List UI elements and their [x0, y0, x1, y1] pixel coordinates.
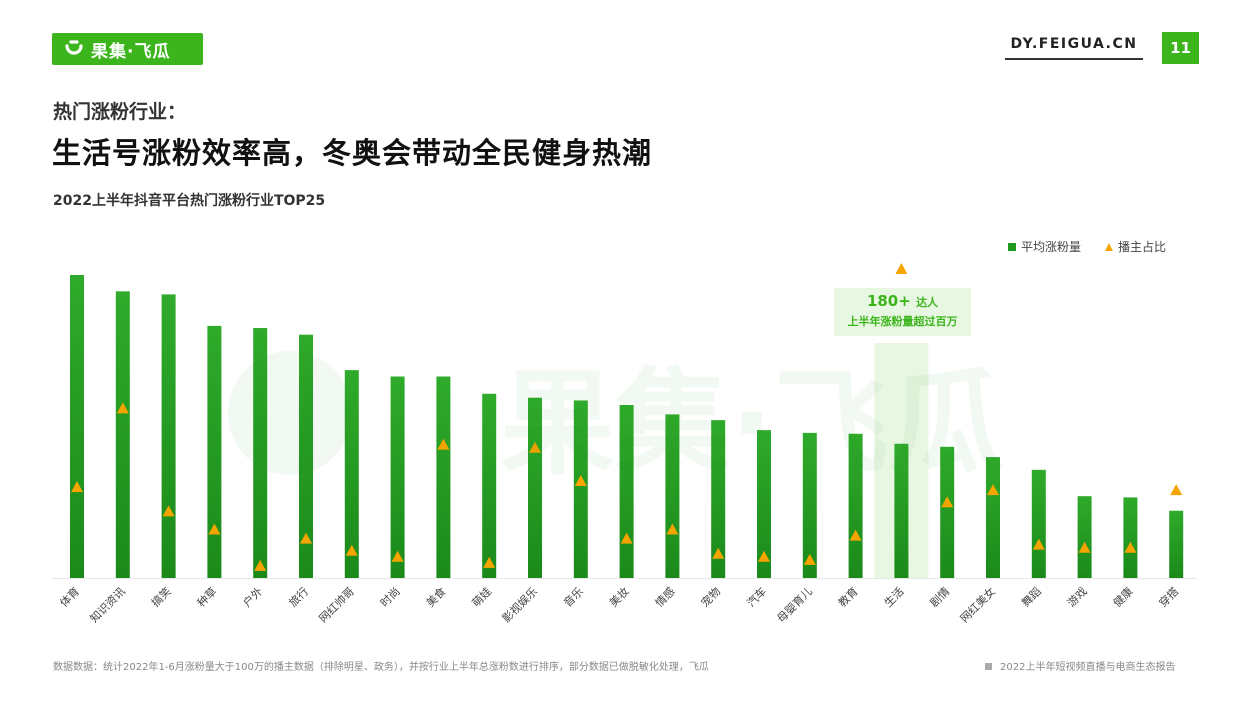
logo-mark-icon [65, 40, 83, 55]
x-tick-label: 网红帅哥 [317, 585, 357, 625]
marker-生活[interactable] [895, 262, 908, 274]
bar-影视娱乐[interactable] [528, 397, 542, 578]
marker-美食[interactable] [437, 438, 450, 450]
x-tick-label: 舞蹈 [1019, 585, 1044, 610]
x-tick-label: 教育 [835, 584, 860, 609]
bar-萌娃[interactable] [482, 393, 497, 578]
callout-unit: 达人 [916, 296, 939, 309]
bar-网红帅哥[interactable] [344, 370, 359, 578]
marker-穿搭[interactable] [1170, 484, 1183, 496]
x-tick-label: 生活 [881, 584, 906, 609]
bar-美妆[interactable] [619, 404, 634, 578]
bar-美食[interactable] [436, 376, 451, 578]
legend-marker-label: 播主占比 [1118, 240, 1167, 254]
marker-影视娱乐[interactable] [529, 441, 541, 453]
x-tick-label: 时尚 [377, 584, 402, 609]
x-tick-label: 美食 [423, 584, 448, 609]
bar-搞笑[interactable] [161, 294, 176, 578]
marker-搞笑[interactable] [162, 505, 175, 517]
x-tick-label: 知识资讯 [87, 584, 128, 625]
highlight-callout: 180+ 达人 上半年涨粉量超过百万 [834, 288, 971, 336]
bar-生活[interactable] [894, 443, 909, 578]
x-tick-label: 音乐 [560, 584, 585, 609]
callout-number: 180+ [866, 292, 911, 310]
page-title: 生活号涨粉效率高，冬奥会带动全民健身热潮 [52, 136, 653, 170]
bar-种草[interactable] [207, 325, 222, 578]
chart-title: 2022上半年抖音平台热门涨粉行业TOP25 [53, 193, 326, 209]
x-tick-label: 萌娃 [469, 584, 494, 609]
marker-舞蹈[interactable] [1032, 538, 1045, 550]
marker-旅行[interactable] [300, 532, 312, 544]
x-tick-label: 情感 [653, 585, 678, 610]
bar-体育[interactable] [70, 275, 84, 578]
marker-种草[interactable] [208, 523, 221, 535]
marker-音乐[interactable] [574, 475, 587, 487]
marker-知识资讯[interactable] [116, 402, 129, 414]
legend-bar-label: 平均涨粉量 [1021, 240, 1082, 254]
bar-音乐[interactable] [573, 400, 588, 578]
x-tick-label: 户外 [240, 584, 265, 609]
bar-教育[interactable] [848, 433, 863, 578]
bar-舞蹈[interactable] [1031, 469, 1046, 578]
x-tick-label: 种草 [194, 584, 219, 609]
bar-剧情[interactable] [940, 446, 955, 578]
x-tick-label: 健康 [1110, 584, 1135, 609]
footer-report: 2022上半年短视频直播与电商生态报告 [985, 658, 1175, 673]
site-url[interactable]: DY.FEIGUA.CN [1005, 36, 1143, 60]
bar-情感[interactable] [665, 414, 680, 578]
marker-教育[interactable] [849, 529, 862, 541]
x-tick-label: 影视娱乐 [499, 584, 540, 625]
marker-母婴育儿[interactable] [803, 553, 816, 565]
bar-户外[interactable] [253, 328, 268, 578]
marker-健康[interactable] [1124, 541, 1137, 553]
legend-marker-icon [1105, 242, 1114, 251]
logo-text: 果集·飞瓜 [91, 41, 171, 62]
x-tick-label: 游戏 [1065, 585, 1090, 610]
marker-美妆[interactable] [620, 532, 633, 544]
legend-bar-swatch [1008, 242, 1016, 251]
marker-宠物[interactable] [712, 547, 725, 559]
x-tick-label: 网红美女 [957, 584, 998, 625]
bar-母婴育儿[interactable] [802, 432, 817, 578]
bar-知识资讯[interactable] [115, 291, 130, 578]
x-tick-label: 体育 [57, 584, 82, 609]
x-tick-label: 宠物 [698, 584, 723, 609]
marker-汽车[interactable] [758, 550, 770, 562]
chart-legend: 平均涨粉量 播主占比 [1008, 238, 1166, 255]
bar-游戏[interactable] [1077, 496, 1092, 578]
x-tick-label: 穿搭 [1156, 584, 1181, 609]
page-subtitle: 热门涨粉行业： [53, 101, 187, 123]
marker-体育[interactable] [71, 481, 83, 493]
marker-情感[interactable] [666, 523, 679, 535]
bar-宠物[interactable] [711, 420, 726, 578]
bar-时尚[interactable] [390, 376, 405, 578]
x-tick-label: 母婴育儿 [774, 584, 815, 625]
x-tick-label: 汽车 [744, 584, 769, 609]
marker-游戏[interactable] [1078, 541, 1091, 553]
x-tick-label: 搞笑 [148, 584, 173, 609]
marker-网红美女[interactable] [987, 484, 999, 496]
marker-网红帅哥[interactable] [345, 544, 358, 556]
bar-网红美女[interactable] [986, 457, 1000, 578]
footer-source: 数据数据：统计2022年1-6月涨粉量大于100万的播主数据（排除明星、政务），… [53, 662, 709, 673]
x-tick-label: 旅行 [286, 584, 311, 609]
marker-剧情[interactable] [941, 496, 954, 508]
x-tick-label: 美妆 [607, 585, 632, 610]
page-number: 11 [1162, 32, 1199, 64]
marker-户外[interactable] [254, 559, 267, 571]
bar-旅行[interactable] [299, 334, 313, 578]
brand-logo: 果集·飞瓜 [52, 33, 203, 65]
x-tick-label: 剧情 [928, 585, 953, 610]
bar-健康[interactable] [1123, 497, 1138, 578]
callout-description: 上半年涨粉量超过百万 [847, 315, 958, 328]
marker-时尚[interactable] [391, 550, 404, 562]
bar-汽车[interactable] [757, 430, 771, 578]
bar-穿搭[interactable] [1169, 510, 1184, 578]
marker-萌娃[interactable] [483, 556, 496, 568]
